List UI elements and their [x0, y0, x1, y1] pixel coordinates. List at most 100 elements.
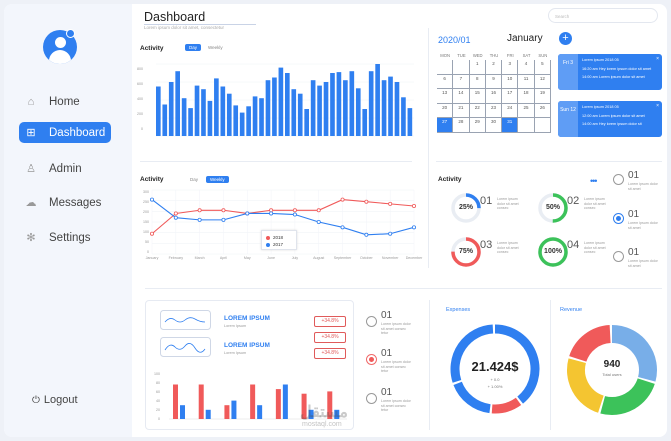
calendar-day[interactable]: 21	[453, 103, 470, 118]
bar	[198, 384, 204, 419]
sidebar-item-messages[interactable]: ☁ Messages	[19, 192, 111, 213]
calendar-day[interactable]: 26	[534, 103, 551, 118]
calendar-day[interactable]: 14	[453, 89, 470, 104]
list-text: Lorem ipsum dolor sit amet consec tetur	[381, 322, 411, 335]
calendar-day[interactable]: 20	[437, 103, 454, 118]
calendar-day[interactable]: 4	[518, 60, 535, 75]
chat-icon: ☁	[25, 196, 37, 209]
calendar-day[interactable]: 9	[485, 74, 503, 89]
calendar-month[interactable]: January	[507, 33, 543, 44]
bar	[246, 106, 251, 136]
pie-slice	[453, 381, 491, 414]
data-point	[292, 212, 297, 217]
radio-option[interactable]	[366, 354, 377, 365]
calendar-day[interactable]: 19	[534, 89, 551, 104]
bar	[323, 82, 329, 136]
calendar-day[interactable]: 31	[502, 118, 519, 133]
calendar-day[interactable]: 8	[469, 74, 486, 89]
tab-weekly[interactable]: Weekly	[208, 45, 223, 50]
search-input[interactable]: Search	[548, 8, 658, 23]
more-options-icon[interactable]: •••	[590, 176, 598, 186]
event-line: 12:00 am Lorem ipsum dolor sit amet	[582, 114, 645, 118]
event-line: Lorem ipsum 2018 05	[582, 58, 619, 62]
data-point	[364, 199, 369, 204]
data-point	[292, 208, 297, 213]
lorem-subtitle: Lorem Ipsum	[224, 351, 247, 355]
bar	[291, 89, 297, 136]
data-point	[411, 225, 416, 230]
tab-day[interactable]: Day	[185, 44, 202, 51]
calendar-year[interactable]: 2020/01	[438, 35, 471, 45]
y-tick-label: 0	[141, 127, 143, 131]
side-stat-number: 01	[628, 247, 640, 258]
calendar-day[interactable]: 7	[453, 74, 470, 89]
calendar-day[interactable]: 11	[518, 74, 535, 89]
sidebar-item-dashboard[interactable]: ⊞ Dashboard	[19, 122, 111, 143]
calendar-day[interactable]: 29	[469, 118, 486, 133]
calendar-day[interactable]: 23	[485, 103, 503, 118]
list-number: 01	[381, 348, 393, 359]
activity-line-chart	[149, 189, 416, 255]
radio-option[interactable]	[613, 174, 624, 185]
radio-option[interactable]	[613, 251, 624, 262]
tab-weekly[interactable]: Weekly	[206, 176, 229, 183]
bar	[250, 384, 256, 419]
calendar-day[interactable]: 6	[437, 74, 454, 89]
calendar-day[interactable]	[534, 118, 551, 133]
radio-option[interactable]	[366, 316, 377, 327]
close-icon[interactable]: ×	[656, 103, 659, 109]
y-tick-label: 100	[154, 372, 160, 376]
tab-day[interactable]: Day	[190, 177, 199, 182]
radio-option[interactable]	[613, 213, 624, 224]
side-stat-text: Lorem ipsum dolor sit amet	[628, 221, 658, 230]
bar	[310, 80, 316, 136]
logout-button[interactable]: ⏻ Logout	[32, 394, 78, 406]
bar	[181, 98, 187, 136]
calendar-day[interactable]	[437, 60, 454, 75]
calendar-day[interactable]: 5	[534, 60, 551, 75]
calendar-day[interactable]: 24	[502, 103, 519, 118]
page-title: Dashboard	[144, 10, 206, 24]
sidebar-item-admin[interactable]: ♙ Admin	[19, 158, 111, 179]
calendar-day[interactable]: 3	[502, 60, 519, 75]
bar	[308, 409, 314, 419]
change-badge: +34.8%	[314, 348, 346, 359]
calendar-day[interactable]: 25	[518, 103, 535, 118]
radio-option[interactable]	[366, 393, 377, 404]
calendar-day[interactable]: 10	[502, 74, 519, 89]
calendar-grid: MON TUE WED THU FRI SAT SUN 1 2 3 4 5 6 7 8 9 10 11 12 13 14…	[437, 52, 551, 133]
calendar-day[interactable]: 30	[485, 118, 503, 133]
sidebar-item-home[interactable]: ⌂ Home	[19, 91, 111, 112]
sidebar-item-settings[interactable]: ✻ Settings	[19, 227, 111, 248]
calendar-day[interactable]: 28	[453, 118, 470, 133]
calendar-day[interactable]: 15	[469, 89, 486, 104]
calendar-day[interactable]: 1	[469, 60, 486, 75]
calendar-day[interactable]: 17	[502, 89, 519, 104]
calendar-day[interactable]	[453, 60, 470, 75]
close-icon[interactable]: ×	[656, 56, 659, 62]
event-card[interactable]: Sun 12 Lorem ipsum 2018 05 12:00 am Lore…	[558, 101, 662, 137]
calendar-day[interactable]: 18	[518, 89, 535, 104]
calendar-day[interactable]: 27	[437, 118, 454, 133]
y-tick-label: 100	[143, 230, 149, 234]
stat-number: 03	[480, 239, 493, 251]
y-tick-label: 600	[137, 82, 143, 86]
expenses-line: + 1.00%	[487, 384, 503, 389]
calendar-day[interactable]: 2	[485, 60, 503, 75]
sparkline-chart	[160, 337, 211, 357]
event-card[interactable]: Fri 3 Lorem ipsum 2018 05 16:20 am Hey l…	[558, 54, 662, 90]
donut-arc	[451, 237, 481, 267]
calendar-day[interactable]: 16	[485, 89, 503, 104]
bar	[201, 89, 206, 136]
calendar-day[interactable]: 13	[437, 89, 454, 104]
logout-label: Logout	[43, 394, 78, 406]
calendar-day[interactable]: 12	[534, 74, 551, 89]
list-number: 01	[381, 310, 393, 321]
calendar-day[interactable]	[518, 118, 535, 133]
notification-badge[interactable]	[66, 29, 75, 38]
sidebar-item-label: Dashboard	[49, 126, 106, 139]
add-event-button[interactable]: +	[559, 32, 572, 45]
y-tick-label: 400	[137, 97, 143, 101]
calendar-day[interactable]: 22	[469, 103, 486, 118]
weekday-label: SAT	[522, 53, 531, 58]
